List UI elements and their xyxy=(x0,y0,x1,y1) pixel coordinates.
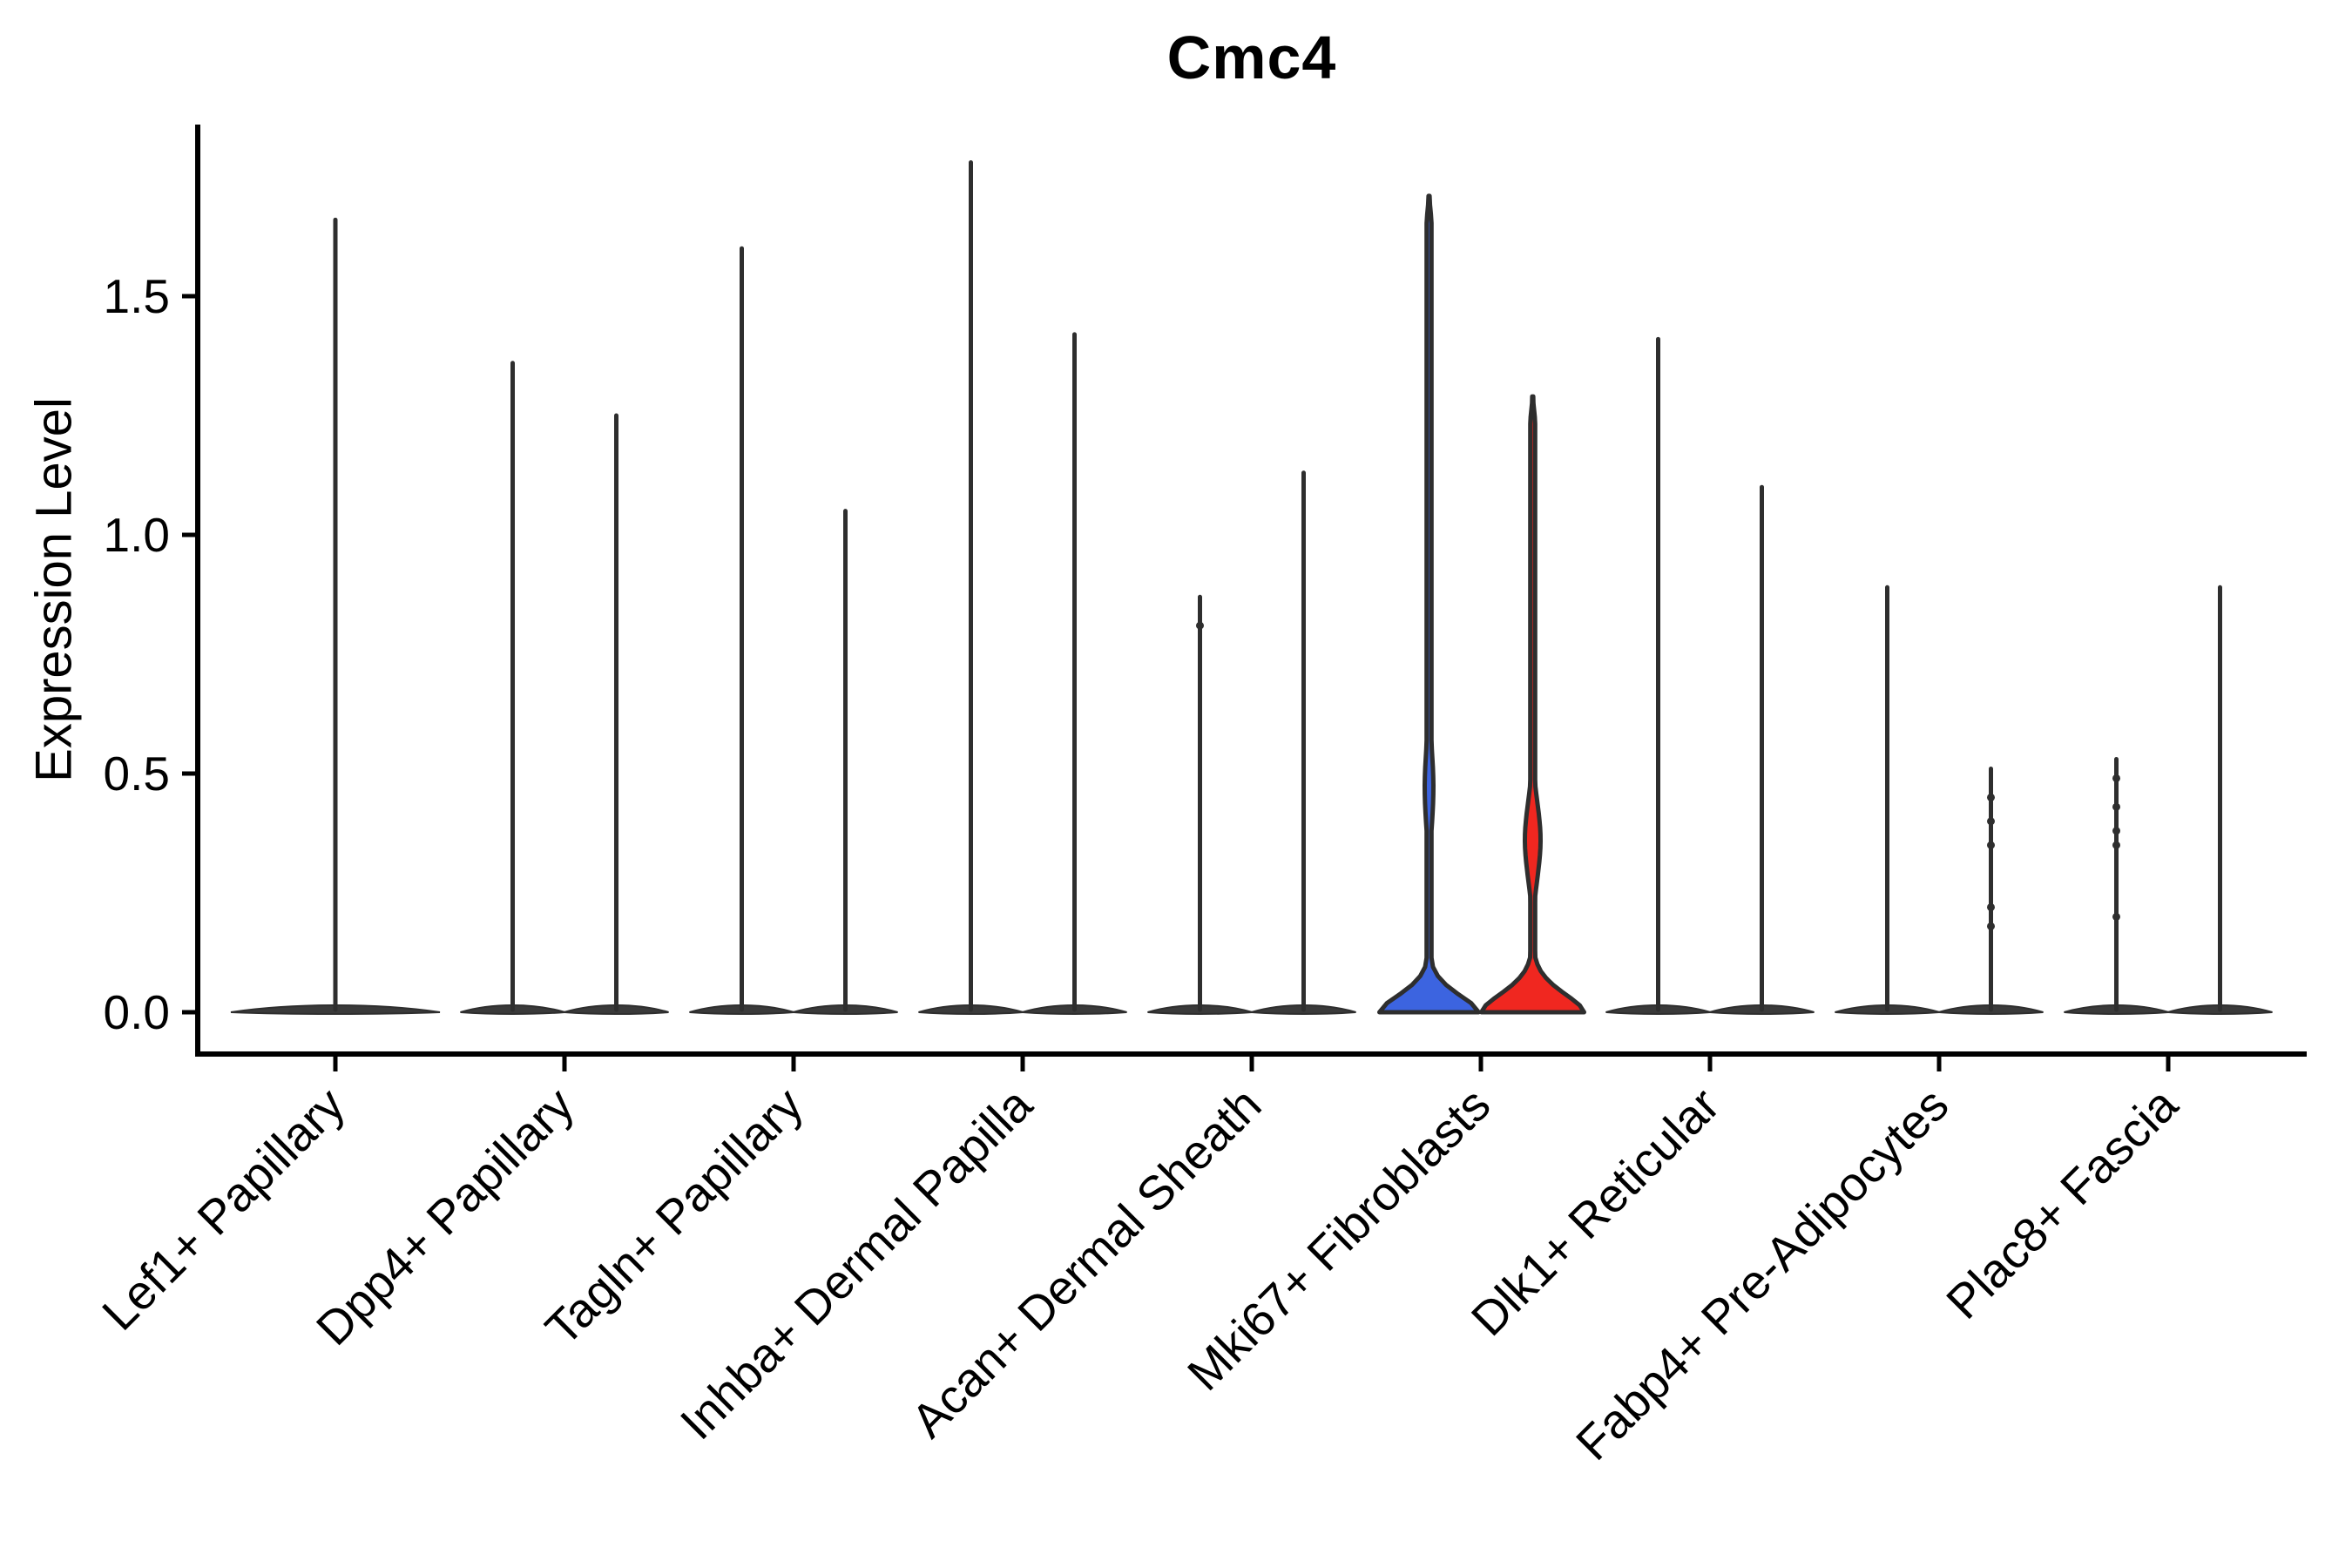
violin-body-filled xyxy=(1479,394,1586,1015)
x-tick-label: Lef1+ Papillary xyxy=(91,1077,355,1341)
y-axis-label: Expression Level xyxy=(25,397,83,782)
y-tick-label: 1.5 xyxy=(104,269,170,323)
jitter-point xyxy=(2112,774,2120,782)
violin-body-filled xyxy=(1377,193,1481,1015)
y-tick-label: 1.0 xyxy=(104,508,170,562)
x-tick-label: Fabp4+ Pre-Adipocytes xyxy=(1565,1078,1958,1470)
x-tick-label: Plac8+ Fascia xyxy=(1936,1077,2187,1328)
chart-title: Cmc4 xyxy=(1166,24,1337,91)
y-tick-label: 0.0 xyxy=(104,985,170,1039)
jitter-point xyxy=(2112,912,2120,921)
y-tick-label: 0.5 xyxy=(104,747,170,801)
jitter-point xyxy=(1987,922,1995,930)
jitter-point xyxy=(2112,841,2120,849)
jitter-point xyxy=(2112,827,2120,835)
jitter-point xyxy=(1987,817,1995,826)
jitter-point xyxy=(1987,793,1995,801)
jitter-point xyxy=(1196,621,1204,630)
x-tick-label: Dlk1+ Reticular xyxy=(1461,1078,1730,1347)
jitter-point xyxy=(1987,902,1995,911)
jitter-point xyxy=(2112,802,2120,811)
jitter-point xyxy=(1987,841,1995,849)
